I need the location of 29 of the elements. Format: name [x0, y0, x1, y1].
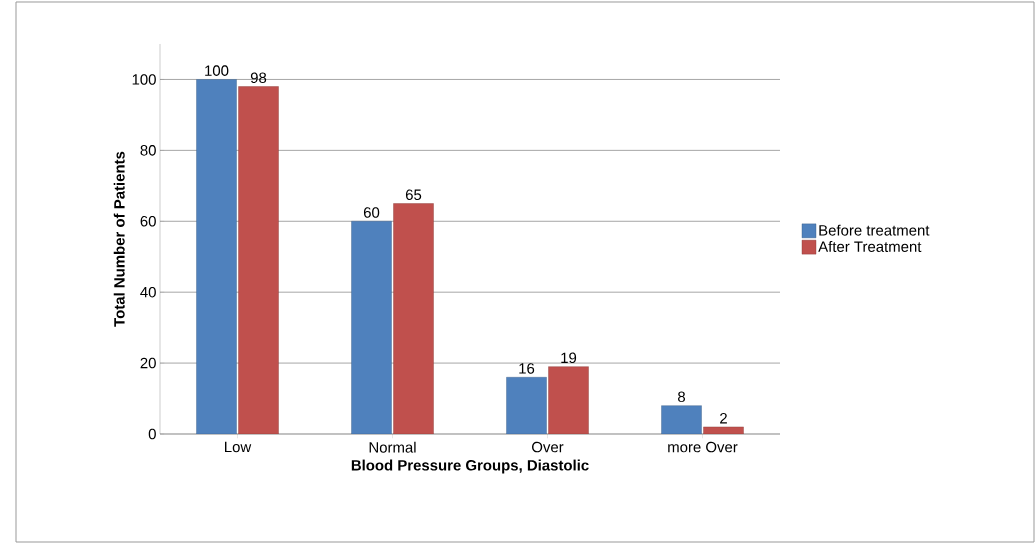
bar: [661, 405, 702, 434]
x-tick-label: Normal: [369, 441, 416, 453]
data-label: 2: [720, 412, 727, 424]
data-label: 19: [561, 352, 577, 364]
x-tick-label: Low: [225, 441, 252, 453]
bar: [238, 86, 279, 434]
data-label: 16: [519, 363, 535, 374]
x-tick-label: more Over: [668, 441, 738, 453]
y-tick-label: 60: [140, 215, 156, 227]
y-tick-label: 0: [148, 428, 156, 440]
data-label: 100: [205, 65, 229, 76]
y-tick-label: 40: [140, 286, 156, 298]
data-label: 98: [250, 72, 267, 84]
x-tick-label: Over: [532, 441, 564, 453]
y-tick-label: 20: [140, 357, 156, 369]
bar: [506, 377, 547, 434]
bar: [393, 203, 434, 434]
y-axis-title: Total Number of Patients: [113, 151, 125, 327]
y-tick-label: 80: [140, 145, 156, 156]
bar: [351, 221, 392, 434]
data-label: 8: [678, 391, 686, 403]
bar: [548, 366, 589, 434]
data-label: 60: [363, 207, 380, 218]
x-axis-title: Blood Pressure Groups, Diastolic: [351, 459, 589, 474]
legend-label: Before treatment: [819, 224, 930, 236]
legend-label: After Treatment: [818, 240, 922, 252]
bar: [196, 79, 237, 434]
data-label: 65: [405, 189, 422, 201]
y-tick-label: 100: [132, 74, 156, 85]
